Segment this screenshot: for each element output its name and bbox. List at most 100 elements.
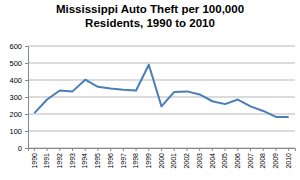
x-tick: 1995 <box>94 148 101 169</box>
x-axis-line <box>29 149 296 152</box>
x-tick: 2001 <box>170 148 177 169</box>
grid-line <box>28 131 295 132</box>
x-tick-mark <box>72 148 73 151</box>
x-tick-label: 2010 <box>285 153 292 169</box>
y-tick: 100 <box>9 127 28 136</box>
y-tick-label: 400 <box>9 76 22 85</box>
x-tick: 2009 <box>272 148 279 169</box>
y-tick: 600 <box>9 42 28 51</box>
x-tick-mark <box>110 148 111 151</box>
x-tick-mark <box>161 148 162 151</box>
x-tick: 1997 <box>120 148 127 169</box>
chart: Mississippi Auto Theft per 100,000Reside… <box>0 0 300 180</box>
x-tick-label: 2003 <box>196 153 203 169</box>
x-tick-mark <box>288 148 289 151</box>
x-tick-label: 1993 <box>69 153 76 169</box>
x-tick-mark <box>148 148 149 151</box>
x-tick-mark <box>263 148 264 151</box>
x-tick-label: 2007 <box>247 153 254 169</box>
x-tick-label: 1997 <box>120 153 127 169</box>
x-tick-mark <box>85 148 86 151</box>
x-tick-mark <box>186 148 187 151</box>
y-axis: 0 100 200 300 400 500 600 <box>9 42 28 153</box>
x-tick: 1990 <box>31 148 38 169</box>
y-tick-mark <box>25 97 28 98</box>
y-tick: 300 <box>9 93 28 102</box>
x-tick-label: 1998 <box>132 153 139 169</box>
x-tick-mark <box>212 148 213 151</box>
x-tick-mark <box>199 148 200 151</box>
x-tick: 1992 <box>56 148 63 169</box>
x-tick: 1996 <box>107 148 114 169</box>
x-tick: 2004 <box>209 148 216 169</box>
grid-line <box>28 46 295 47</box>
x-tick: 1993 <box>69 148 76 169</box>
y-tick-mark <box>25 114 28 115</box>
x-tick-mark <box>47 148 48 151</box>
y-tick-mark <box>25 80 28 81</box>
x-tick-label: 1992 <box>56 153 63 169</box>
x-tick-mark <box>34 148 35 151</box>
x-tick-mark <box>136 148 137 151</box>
y-tick: 0 <box>18 144 28 153</box>
grid-line <box>28 80 295 81</box>
y-tick: 400 <box>9 76 28 85</box>
grid <box>28 46 295 148</box>
x-tick-label: 2000 <box>158 153 165 169</box>
grid-line <box>28 97 295 98</box>
x-tick-label: 2008 <box>259 153 266 169</box>
x-tick-label: 1996 <box>107 153 114 169</box>
y-tick-label: 100 <box>9 127 22 136</box>
y-tick-mark <box>25 46 28 47</box>
x-tick-label: 1994 <box>81 153 88 169</box>
x-tick: 2007 <box>247 148 254 169</box>
x-tick: 2002 <box>183 148 190 169</box>
x-tick-label: 2001 <box>170 153 177 169</box>
grid-line <box>28 63 295 64</box>
y-tick-label: 600 <box>9 42 22 51</box>
x-tick-mark <box>237 148 238 151</box>
y-tick-mark <box>25 131 28 132</box>
x-tick: 2000 <box>158 148 165 169</box>
x-tick-mark <box>250 148 251 151</box>
data-line <box>34 65 288 117</box>
x-tick-mark <box>97 148 98 151</box>
title-line: Mississippi Auto Theft per 100,000 <box>56 3 244 15</box>
x-tick-label: 2004 <box>209 153 216 169</box>
x-tick: 2006 <box>234 148 241 169</box>
y-tick: 500 <box>9 59 28 68</box>
x-tick-label: 2002 <box>183 153 190 169</box>
x-axis: 1990 1991 1992 1993 1994 1995 1996 1997 1998 1999… <box>29 148 296 169</box>
x-tick-label: 2009 <box>272 153 279 169</box>
x-tick-label: 1999 <box>145 153 152 169</box>
x-tick: 2010 <box>285 148 292 169</box>
plot-area <box>34 65 288 117</box>
x-tick-mark <box>275 148 276 151</box>
x-tick: 2005 <box>221 148 228 169</box>
x-tick-mark <box>225 148 226 151</box>
x-tick-label: 2005 <box>221 153 228 169</box>
x-tick-label: 1991 <box>43 153 50 169</box>
x-tick: 2008 <box>259 148 266 169</box>
x-tick-mark <box>123 148 124 151</box>
x-tick-mark <box>174 148 175 151</box>
y-tick-label: 300 <box>9 93 22 102</box>
x-tick: 1991 <box>43 148 50 169</box>
y-tick-label: 200 <box>9 110 22 119</box>
grid-line <box>28 114 295 115</box>
x-tick: 1994 <box>81 148 88 169</box>
x-tick-label: 2006 <box>234 153 241 169</box>
y-tick-mark <box>25 63 28 64</box>
x-tick: 1999 <box>145 148 152 169</box>
y-tick-label: 500 <box>9 59 22 68</box>
y-tick-mark <box>25 148 28 149</box>
x-tick: 2003 <box>196 148 203 169</box>
x-tick-label: 1995 <box>94 153 101 169</box>
title: Mississippi Auto Theft per 100,000Reside… <box>56 3 244 29</box>
y-tick-label: 0 <box>18 144 22 153</box>
x-tick-label: 1990 <box>31 153 38 169</box>
y-tick: 200 <box>9 110 28 119</box>
y-axis-line <box>25 47 29 149</box>
x-tick: 1998 <box>132 148 139 169</box>
x-tick-mark <box>59 148 60 151</box>
